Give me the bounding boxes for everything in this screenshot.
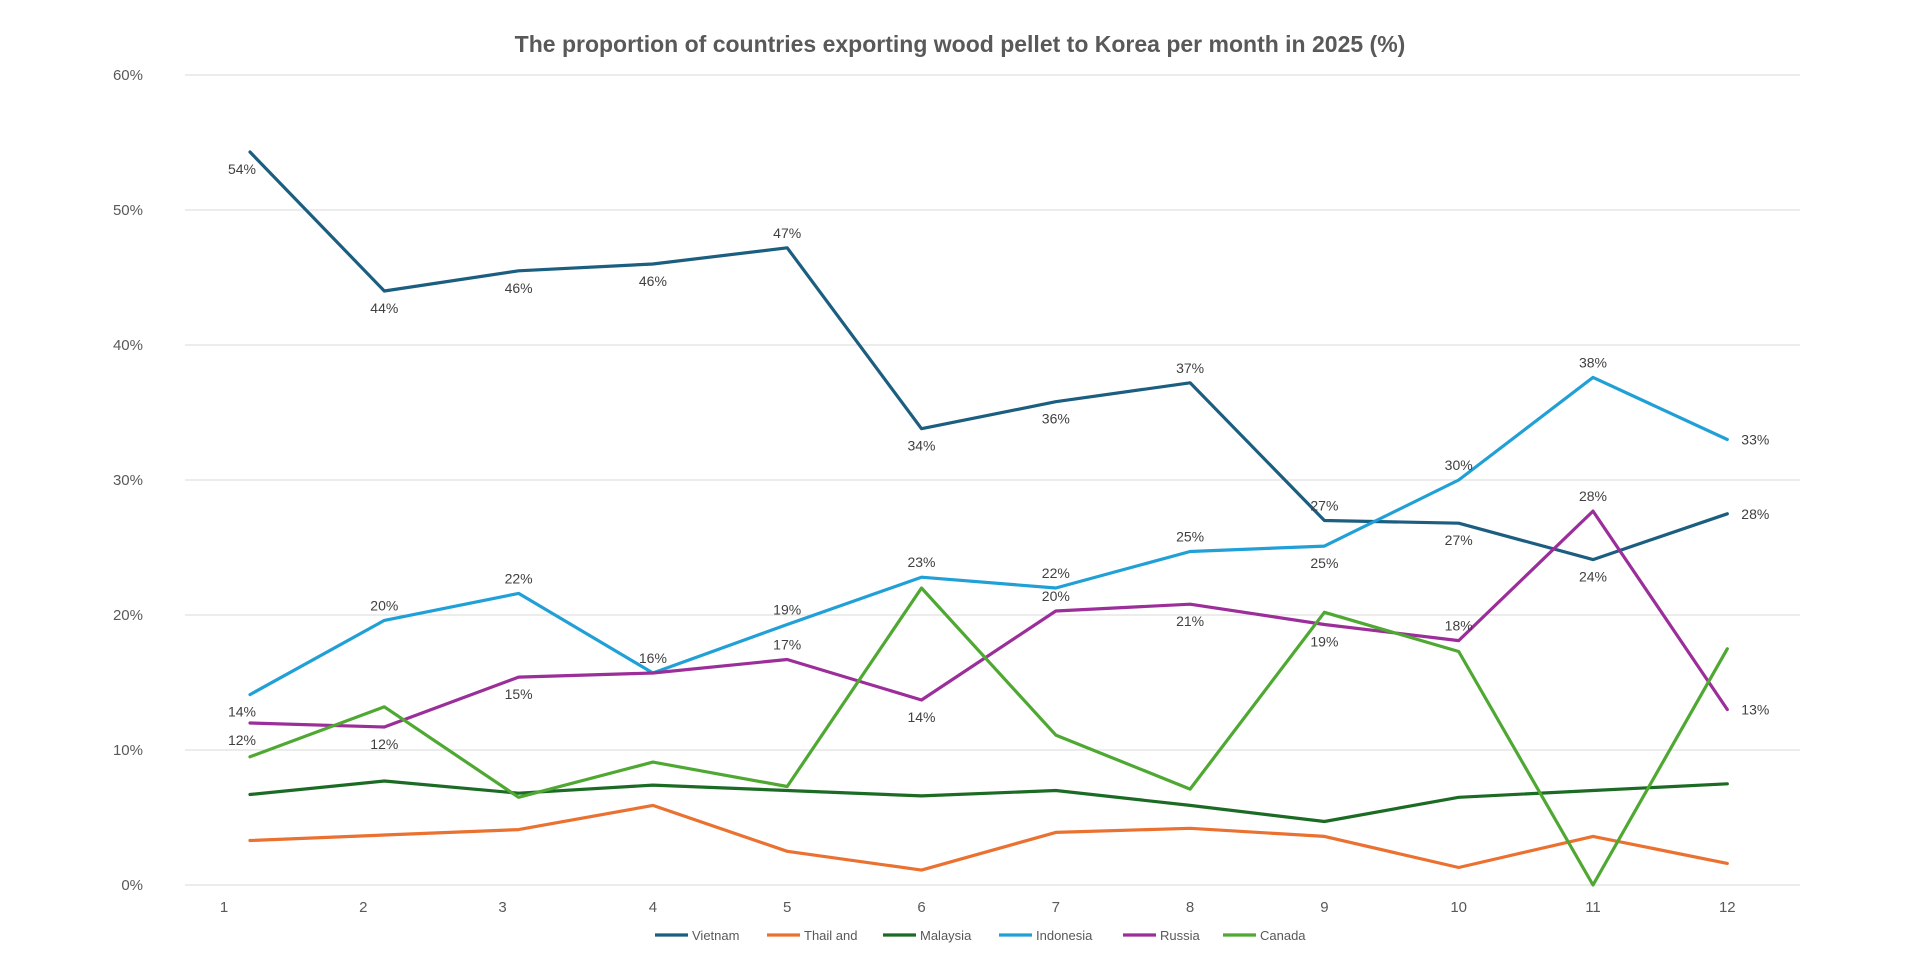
y-tick-label: 60%: [113, 67, 143, 84]
data-label: 22%: [505, 570, 533, 586]
data-label: 12%: [228, 732, 256, 748]
data-label: 20%: [1042, 588, 1070, 604]
data-label: 33%: [1741, 432, 1769, 448]
x-tick-label: 12: [1719, 899, 1736, 916]
data-label: 14%: [907, 709, 935, 725]
series-line-russia: [248, 509, 1729, 729]
y-tick-label: 10%: [113, 742, 143, 759]
data-label: 15%: [505, 686, 533, 702]
data-label: 27%: [1310, 498, 1338, 514]
data-labels: 54% 44% 46% 46% 47% 34% 36% 37% 27% 27% 24% 28% 14% 2…: [228, 161, 1769, 752]
data-label: 37%: [1176, 360, 1204, 376]
data-label: 28%: [1579, 488, 1607, 504]
series-line-thail-and: [248, 803, 1729, 872]
x-axis-ticks: 1 2 3 4 5 6 7 8 9 10 11 12: [220, 899, 1736, 916]
data-label: 18%: [1445, 618, 1473, 634]
legend: Vietnam Thail and Malaysia Indonesia Russia C…: [655, 928, 1306, 943]
y-axis-ticks: 0% 10% 20% 30% 40% 50% 60%: [113, 67, 143, 894]
data-label: 24%: [1579, 569, 1607, 585]
data-label: 36%: [1042, 411, 1070, 427]
data-label: 17%: [773, 637, 801, 653]
data-label: 21%: [1176, 613, 1204, 629]
legend-entry: Thail and: [804, 928, 857, 943]
chart-title: The proportion of countries exporting wo…: [515, 31, 1406, 57]
x-tick-label: 6: [917, 899, 925, 916]
x-tick-label: 2: [359, 899, 367, 916]
legend-entry: Malaysia: [920, 928, 972, 943]
data-label: 34%: [907, 438, 935, 454]
gridlines: [185, 74, 1800, 886]
y-tick-label: 40%: [113, 337, 143, 354]
legend-entry: Russia: [1160, 928, 1201, 943]
data-label: 22%: [1042, 565, 1070, 581]
legend-entry: Vietnam: [692, 928, 739, 943]
data-label: 25%: [1310, 555, 1338, 571]
legend-entry: Canada: [1260, 928, 1306, 943]
data-label: 44%: [370, 300, 398, 316]
data-label: 28%: [1741, 506, 1769, 522]
x-tick-label: 1: [220, 899, 228, 916]
x-tick-label: 9: [1320, 899, 1328, 916]
data-label: 54%: [228, 161, 256, 177]
x-tick-label: 3: [498, 899, 506, 916]
data-label: 12%: [370, 736, 398, 752]
series-lines: [248, 150, 1729, 887]
x-tick-label: 4: [649, 899, 657, 916]
x-tick-label: 11: [1585, 899, 1601, 916]
data-label: 20%: [370, 597, 398, 613]
data-label: 14%: [228, 704, 256, 720]
series-line-indonesia: [248, 375, 1729, 697]
data-label: 23%: [907, 554, 935, 570]
data-label: 46%: [639, 273, 667, 289]
data-label: 38%: [1579, 354, 1607, 370]
series-line-canada: [248, 586, 1729, 887]
data-label: 47%: [773, 225, 801, 241]
data-label: 25%: [1176, 529, 1204, 545]
y-tick-label: 20%: [113, 607, 143, 624]
data-label: 19%: [773, 601, 801, 617]
y-tick-label: 50%: [113, 202, 143, 219]
x-tick-label: 10: [1450, 899, 1467, 916]
data-label: 19%: [1310, 633, 1338, 649]
data-label: 46%: [505, 280, 533, 296]
data-label: 27%: [1445, 532, 1473, 548]
y-tick-label: 30%: [113, 472, 143, 489]
x-tick-label: 8: [1186, 899, 1194, 916]
data-label: 30%: [1445, 457, 1473, 473]
data-label: 16%: [639, 650, 667, 666]
x-tick-label: 7: [1052, 899, 1060, 916]
x-tick-label: 5: [783, 899, 791, 916]
series-line-malaysia: [248, 779, 1729, 824]
y-tick-label: 0%: [121, 877, 143, 894]
series-line-vietnam: [248, 150, 1729, 562]
data-label: 13%: [1741, 702, 1769, 718]
legend-entry: Indonesia: [1036, 928, 1093, 943]
